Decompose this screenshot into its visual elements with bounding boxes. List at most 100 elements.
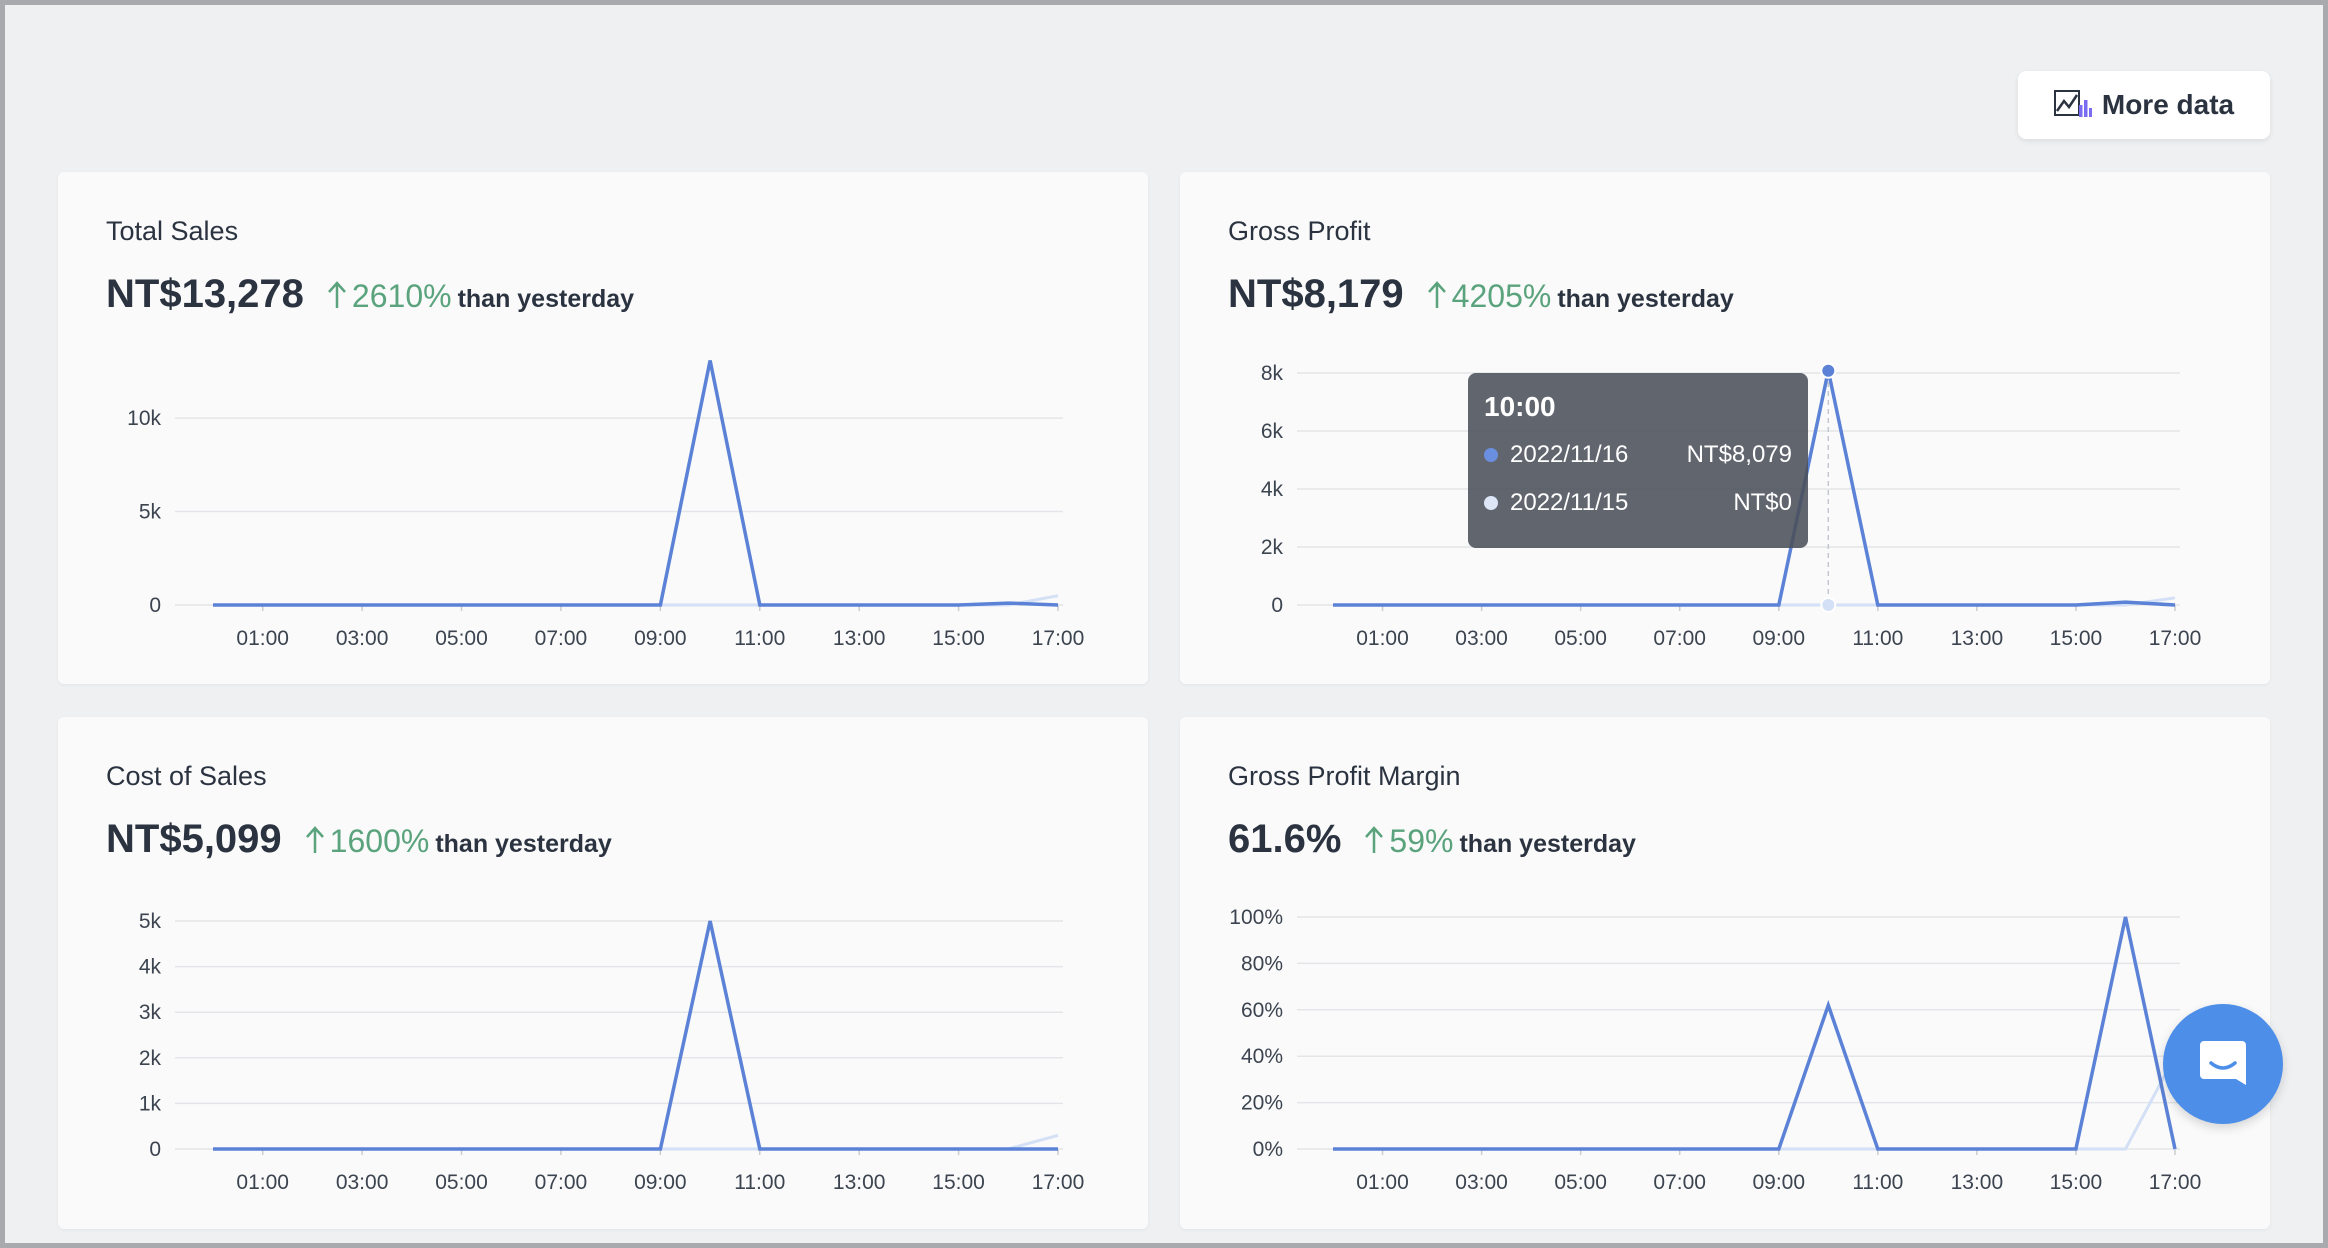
y-tick-label: 1k [139,1092,162,1115]
chart-analytics-icon [2053,90,2092,117]
card-title: Cost of Sales [106,761,267,791]
trend-percent: 1600% [329,823,430,859]
card-title: Gross Profit Margin [1228,761,1461,791]
x-tick-label: 05:00 [1554,1171,1607,1194]
x-tick-label: 11:00 [1852,627,1903,650]
y-tick-label: 3k [139,1001,162,1024]
trend-text: than yesterday [457,285,635,313]
y-tick-label: 8k [1261,362,1284,385]
x-tick-label: 17:00 [2149,1171,2202,1194]
trend-percent: 2610% [351,278,452,314]
x-tick-label: 09:00 [1752,1171,1805,1194]
more-data-button[interactable]: More data [2018,71,2270,139]
highlight-point [1820,597,1837,613]
x-tick-label: 01:00 [1356,627,1409,650]
x-tick-label: 05:00 [1554,627,1607,650]
card-title: Gross Profit [1228,216,1371,246]
x-tick-label: 05:00 [435,627,488,650]
series-line [1333,370,2176,607]
x-tick-label: 13:00 [833,1171,886,1194]
x-tick-label: 17:00 [1032,1171,1085,1194]
tooltip-value: NT$0 [1733,489,1792,516]
chat-launcher-button[interactable] [2163,1004,2283,1124]
y-tick-label: 4k [1261,478,1284,501]
series-line [1333,916,2177,1151]
x-tick-label: 05:00 [435,1171,488,1194]
x-tick-label: 01:00 [236,1171,289,1194]
y-tick-label: 40% [1241,1045,1283,1068]
y-tick-label: 0 [1271,594,1283,617]
x-tick-label: 09:00 [634,1171,687,1194]
tooltip-title: 10:00 [1484,391,1556,422]
series-line [213,920,1058,1151]
metric-value: 61.6% [1228,817,1342,861]
tooltip-row: 2022/11/15 NT$0 [1484,489,1792,517]
x-tick-label: 01:00 [236,627,289,650]
chat-bubble-icon [2200,1041,2246,1085]
y-tick-label: 60% [1241,999,1283,1022]
series-dot-icon [1484,496,1498,510]
series-line [213,360,1059,607]
metric-row: 61.6% 59% than yesterday [1228,817,1636,862]
x-tick-label: 15:00 [2050,627,2103,650]
x-tick-label: 13:00 [1951,1171,2004,1194]
line-chart[interactable]: 0% 20% 40% 60% 80% 100% 01:00 03:00 05:00 07:00 09… [1180,717,2270,1229]
x-tick-label: 09:00 [1752,627,1805,650]
series-line [213,1133,1059,1151]
y-tick-label: 5k [139,501,162,524]
tooltip-row: 2022/11/16 NT$8,079 [1484,441,1792,469]
x-tick-label: 15:00 [932,1171,985,1194]
tooltip-date: 2022/11/16 [1510,441,1629,468]
x-tick-label: 07:00 [1653,1171,1706,1194]
x-tick-label: 01:00 [1356,1171,1409,1194]
y-tick-label: 20% [1241,1092,1283,1115]
y-tick-label: 5k [139,910,162,933]
x-tick-label: 11:00 [734,627,785,650]
highlight-point [1820,362,1837,379]
x-tick-label: 07:00 [535,627,588,650]
tooltip-value: NT$8,079 [1686,441,1792,468]
x-tick-label: 11:00 [1852,1171,1903,1194]
x-tick-label: 03:00 [336,1171,389,1194]
line-chart[interactable]: 0 1k 2k 3k 4k 5k 01:00 03:00 05:00 07:00 09:00 11:0… [58,717,1148,1229]
x-tick-label: 15:00 [932,627,985,650]
metric-value: NT$13,278 [106,272,304,316]
y-tick-label: 2k [139,1047,162,1070]
series-dot-icon [1484,448,1498,462]
x-tick-label: 13:00 [833,627,886,650]
arrow-up-icon [305,825,324,853]
card-gross-profit-margin: Gross Profit Margin 61.6% 59% than yeste… [1180,717,2270,1229]
y-tick-label: 100% [1229,906,1283,929]
x-tick-label: 13:00 [1951,627,2004,650]
y-tick-label: 10k [127,407,161,430]
y-tick-label: 0% [1253,1138,1283,1161]
y-tick-label: 6k [1261,420,1284,443]
x-tick-label: 03:00 [1455,627,1508,650]
metric-row: NT$5,099 1600% than yesterday [106,817,612,862]
x-tick-label: 09:00 [634,627,687,650]
arrow-up-icon [1365,825,1384,853]
x-tick-label: 03:00 [1455,1171,1508,1194]
arrow-up-icon [327,280,346,308]
card-title: Total Sales [106,216,239,246]
tooltip-date: 2022/11/15 [1510,489,1629,516]
metric-value: NT$5,099 [106,817,282,861]
card-total-sales: Total Sales NT$13,278 2610% than yesterd… [58,172,1148,684]
trend-percent: 59% [1389,823,1454,859]
trend-percent: 4205% [1451,278,1552,314]
line-chart[interactable]: 0 5k 10k 01:00 03:00 05:00 07:00 09:00 11:00 13:0… [58,172,1148,684]
arrow-up-icon [1427,280,1446,308]
y-tick-label: 80% [1241,952,1283,975]
metric-row: NT$8,179 4205% than yesterday [1228,272,1734,317]
metric-value: NT$8,179 [1228,272,1404,316]
x-tick-label: 03:00 [336,627,389,650]
y-tick-label: 0 [149,1138,161,1161]
trend-text: than yesterday [1557,285,1734,313]
trend-text: than yesterday [1459,830,1636,858]
x-tick-label: 17:00 [1032,627,1085,650]
y-tick-label: 0 [149,594,161,617]
line-chart[interactable]: 0 2k 4k 6k 8k 01:00 03:00 05:00 07:00 09:00 11:00 1… [1180,172,2270,684]
y-tick-label: 2k [1261,536,1284,559]
y-tick-label: 4k [139,956,162,979]
chart-tooltip: 10:00 2022/11/16 NT$8,079 2022/11/15 NT$… [1468,373,1808,548]
